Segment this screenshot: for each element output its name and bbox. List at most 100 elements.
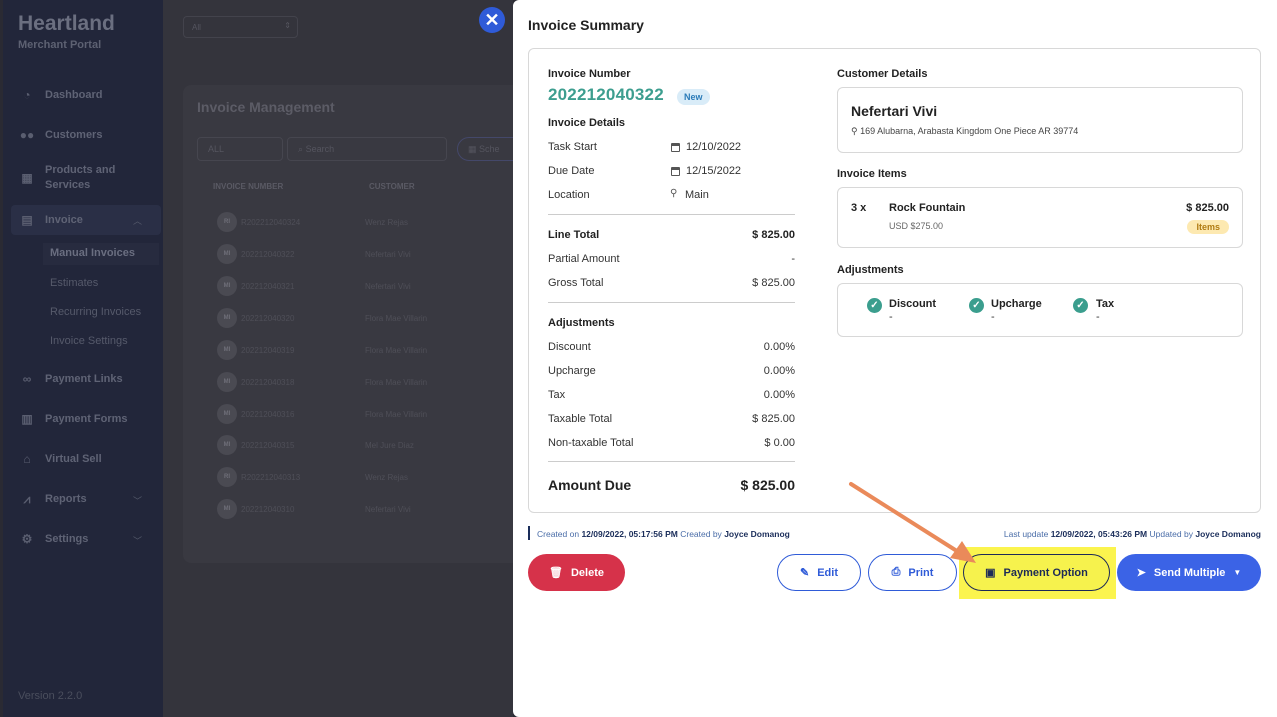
printer-icon: ⎙ [891,566,901,578]
sidebar-item-label: Payment Forms [45,413,128,425]
table-row[interactable]: MI 202212040322 Nefertari Vivi [217,244,411,264]
row-invoice-number: 202212040319 [241,345,295,355]
adjustments-label: Adjustments [548,317,615,329]
col-header-customer[interactable]: CUSTOMER [369,182,415,191]
sidebar-subitem-recurring-invoices[interactable]: Recurring Invoices [50,306,142,318]
calendar-icon [671,167,680,176]
table-row[interactable]: MI 202212040316 Flora Mae Villarin [217,404,427,424]
sidebar-item-customers[interactable]: ●● Customers [18,128,103,142]
adjustments-box: ✓ Discount - ✓ Upcharge - ✓ Tax - [837,283,1243,337]
panel-title: Invoice Management [197,99,335,115]
location-label: Location [548,189,590,201]
sidebar-item-products[interactable]: ▦ Products and Services [18,163,115,193]
sidebar-item-settings[interactable]: ⚙ Settings [18,532,89,546]
row-customer: Wenz Rejas [365,472,408,482]
footer-accent-bar [528,526,530,540]
created-prefix: Created on [537,529,580,539]
status-badge: New [677,89,710,105]
chevron-down-icon[interactable]: ﹀ [133,536,143,546]
version-label: Version 2.2.0 [18,690,83,702]
chevron-up-icon[interactable]: ︿ [133,216,143,226]
invoice-management-panel: Invoice Management ALL ⌕ Search ▦ Sche I… [183,85,527,563]
avatar: MI [217,499,237,519]
send-multiple-label: Send Multiple [1153,566,1226,579]
item-unit-price: USD $275.00 [889,221,944,231]
taxable-total-value: $ 825.00 [752,413,795,425]
edit-button[interactable]: ✎ Edit [777,554,861,591]
delete-button[interactable]: 🗑 Delete [528,554,625,591]
sidebar-item-dashboard[interactable]: ◔ Dashboard [18,88,102,102]
row-invoice-number: R202212040313 [241,472,301,482]
sidebar-item-label: Settings [45,533,89,545]
chevron-down-icon[interactable]: ﹀ [133,496,143,506]
row-invoice-number: 202212040322 [241,249,295,259]
search-input[interactable]: ⌕ Search [287,137,447,161]
adj-discount-value: - [889,311,893,323]
link-icon: ∞ [22,372,32,386]
items-badge: Items [1187,220,1229,234]
upcharge-label: Upcharge [548,365,596,377]
created-by-prefix: Created by [680,529,722,539]
delete-label: Delete [570,566,604,579]
table-row[interactable]: MI 202212040321 Nefertari Vivi [217,276,411,296]
table-row[interactable]: MI 202212040310 Nefertari Vivi [217,499,411,519]
main-content: All ⇕ Invoice Management ALL ⌕ Search ▦ … [163,0,527,717]
adj-tax-label: Tax [1096,298,1115,310]
sidebar-subitem-manual-invoices[interactable]: Manual Invoices [43,243,159,265]
send-icon: ➤ [1136,567,1146,579]
payment-option-button[interactable]: ▣ Payment Option [963,554,1110,591]
task-start-value: 12/10/2022 [686,141,742,153]
print-button[interactable]: ⎙ Print [868,554,957,591]
chart-icon: ⩘ [23,491,31,506]
row-invoice-number: 202212040318 [241,377,295,387]
row-invoice-number: 202212040321 [241,281,295,291]
divider [548,302,795,303]
item-total: $ 825.00 [1186,202,1229,214]
line-total-value: $ 825.00 [752,229,795,241]
print-label: Print [908,566,934,579]
row-invoice-number: 202212040310 [241,504,295,514]
sidebar-item-label: Reports [45,493,87,505]
calendar-icon: ▦ [468,144,477,154]
row-customer: Flora Mae Villarin [365,345,428,355]
col-header-invoice-number[interactable]: INVOICE NUMBER [213,182,284,191]
sidebar-item-reports[interactable]: ⩘ Reports [18,492,87,506]
invoice-items-label: Invoice Items [837,168,907,180]
created-on: 12/09/2022, 05:17:56 PM [581,529,678,539]
due-date-value: 12/15/2022 [686,165,742,177]
nontaxable-total-value: $ 0.00 [764,437,795,449]
sidebar-item-payment-links[interactable]: ∞ Payment Links [18,372,123,386]
sidebar-item-virtual-sell[interactable]: ⌂ Virtual Sell [18,452,101,466]
task-start-label: Task Start [548,141,597,153]
taxable-total-label: Taxable Total [548,413,613,425]
row-customer: Flora Mae Villarin [365,409,428,419]
send-multiple-button[interactable]: ➤ Send Multiple ▼ [1117,554,1261,591]
location-select[interactable]: All ⇕ [183,16,298,38]
sidebar-item-invoice[interactable]: ▤ Invoice [18,213,83,227]
row-customer: Nefertari Vivi [365,249,411,259]
row-invoice-number: 202212040315 [241,440,295,450]
adjustments-box-label: Adjustments [837,264,904,276]
sidebar-subitem-estimates[interactable]: Estimates [50,277,99,289]
trash-icon: 🗑 [549,567,563,579]
table-row[interactable]: MI 202212040319 Flora Mae Villarin [217,340,427,360]
table-row[interactable]: MI 202212040320 Flora Mae Villarin [217,308,427,328]
avatar: RI [217,467,237,487]
table-row[interactable]: MI 202212040315 Mel Jure Diaz [217,435,414,455]
avatar: MI [217,372,237,392]
discount-value: 0.00% [763,341,795,353]
gross-total-value: $ 825.00 [752,277,795,289]
close-modal-button[interactable]: ✕ [479,7,505,33]
table-row[interactable]: MI 202212040318 Flora Mae Villarin [217,372,427,392]
table-row[interactable]: RI R202212040324 Wenz Rejas [217,212,408,232]
sidebar-subitem-invoice-settings[interactable]: Invoice Settings [50,335,128,347]
users-icon: ●● [19,128,35,142]
updated-info: Last update 12/09/2022, 05:43:26 PM Upda… [1004,529,1261,539]
status-filter[interactable]: ALL [197,137,283,161]
table-row[interactable]: RI R202212040313 Wenz Rejas [217,467,408,487]
sidebar-item-payment-forms[interactable]: ▥ Payment Forms [18,412,128,426]
invoice-summary-card: Invoice Number 202212040322 New Invoice … [528,48,1261,513]
row-customer: Flora Mae Villarin [365,313,428,323]
location-pin-icon: ⚲ [851,126,858,136]
sidebar-item-label: Dashboard [45,89,103,101]
